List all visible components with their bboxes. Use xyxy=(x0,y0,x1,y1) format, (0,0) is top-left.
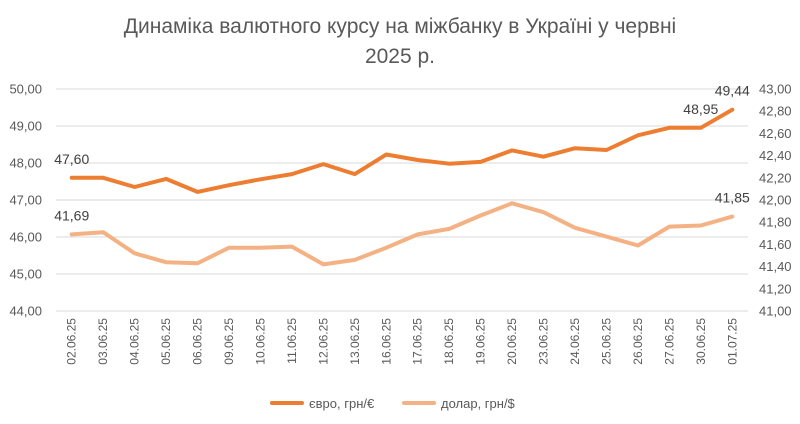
y-right-tick-label: 41,00 xyxy=(759,304,792,319)
series-line-euro xyxy=(69,107,735,194)
x-tick-label: 27.06.25 xyxy=(662,318,676,365)
legend: євро, грн/€ долар, грн/$ xyxy=(270,396,516,411)
data-label: 49,44 xyxy=(715,83,750,99)
y-left-tick-label: 46,00 xyxy=(9,230,42,245)
y-right-tick-label: 41,40 xyxy=(759,259,792,274)
chart-title: Динаміка валютного курсу на міжбанку в У… xyxy=(124,15,676,68)
x-tick-label: 02.06.25 xyxy=(65,318,79,365)
series-line-dollar xyxy=(69,201,735,267)
x-tick-label: 17.06.25 xyxy=(411,318,425,365)
chart-title-line-1: Динаміка валютного курсу на міжбанку в У… xyxy=(124,15,676,38)
series-lines xyxy=(69,107,735,267)
x-tick-label: 12.06.25 xyxy=(316,318,330,365)
y-axis-right: 41,00 41,20 41,40 41,60 41,80 42,00 42,20 42,40… xyxy=(759,82,792,319)
y-left-tick-label: 49,00 xyxy=(9,119,42,134)
data-label: 48,95 xyxy=(683,101,718,117)
gridlines xyxy=(56,88,748,312)
y-axis-left: 44,00 45,00 46,00 47,00 48,00 49,00 50,00 xyxy=(9,82,42,319)
y-right-tick-label: 42,00 xyxy=(759,193,792,208)
x-tick-label: 16.06.25 xyxy=(379,318,393,365)
x-tick-label: 23.06.25 xyxy=(537,318,551,365)
legend-label-euro: євро, грн/€ xyxy=(309,396,375,411)
y-right-tick-label: 41,80 xyxy=(759,215,792,230)
y-right-tick-label: 42,20 xyxy=(759,170,792,185)
y-right-tick-label: 42,60 xyxy=(759,126,792,141)
y-left-tick-label: 47,00 xyxy=(9,193,42,208)
x-tick-label: 11.06.25 xyxy=(285,318,299,364)
y-left-tick-label: 50,00 xyxy=(9,82,42,97)
y-right-tick-label: 42,40 xyxy=(759,148,792,163)
x-axis: 02.06.25 03.06.25 04.06.25 05.06.25 06.06.25… xyxy=(65,318,740,365)
data-label: 41,69 xyxy=(54,207,89,223)
x-tick-label: 04.06.25 xyxy=(128,318,142,365)
y-left-tick-label: 44,00 xyxy=(9,304,42,319)
x-tick-label: 20.06.25 xyxy=(505,318,519,365)
y-left-tick-label: 45,00 xyxy=(9,267,42,282)
chart-title-line-2: 2025 р. xyxy=(365,45,435,68)
x-tick-label: 10.06.25 xyxy=(253,318,267,365)
y-right-tick-label: 42,80 xyxy=(759,104,792,119)
x-tick-label: 24.06.25 xyxy=(568,318,582,365)
x-tick-label: 03.06.25 xyxy=(96,318,110,365)
x-tick-label: 13.06.25 xyxy=(348,318,362,365)
y-right-tick-label: 43,00 xyxy=(759,82,792,97)
x-tick-label: 01.07.25 xyxy=(725,318,739,365)
y-right-tick-label: 41,60 xyxy=(759,237,792,252)
x-tick-label: 09.06.25 xyxy=(222,318,236,365)
legend-label-dollar: долар, грн/$ xyxy=(441,396,516,411)
data-label: 47,60 xyxy=(54,151,89,167)
x-tick-label: 25.06.25 xyxy=(599,318,613,365)
x-tick-label: 06.06.25 xyxy=(191,318,205,365)
x-tick-label: 18.06.25 xyxy=(442,318,456,365)
x-tick-label: 05.06.25 xyxy=(159,318,173,365)
data-labels: 47,60 48,95 49,44 41,69 41,85 xyxy=(54,83,750,224)
x-tick-label: 19.06.25 xyxy=(474,318,488,365)
y-left-tick-label: 48,00 xyxy=(9,156,42,171)
y-right-tick-label: 41,20 xyxy=(759,281,792,296)
x-tick-label: 30.06.25 xyxy=(694,318,708,365)
x-tick-label: 26.06.25 xyxy=(631,318,645,365)
data-label: 41,85 xyxy=(715,190,750,206)
